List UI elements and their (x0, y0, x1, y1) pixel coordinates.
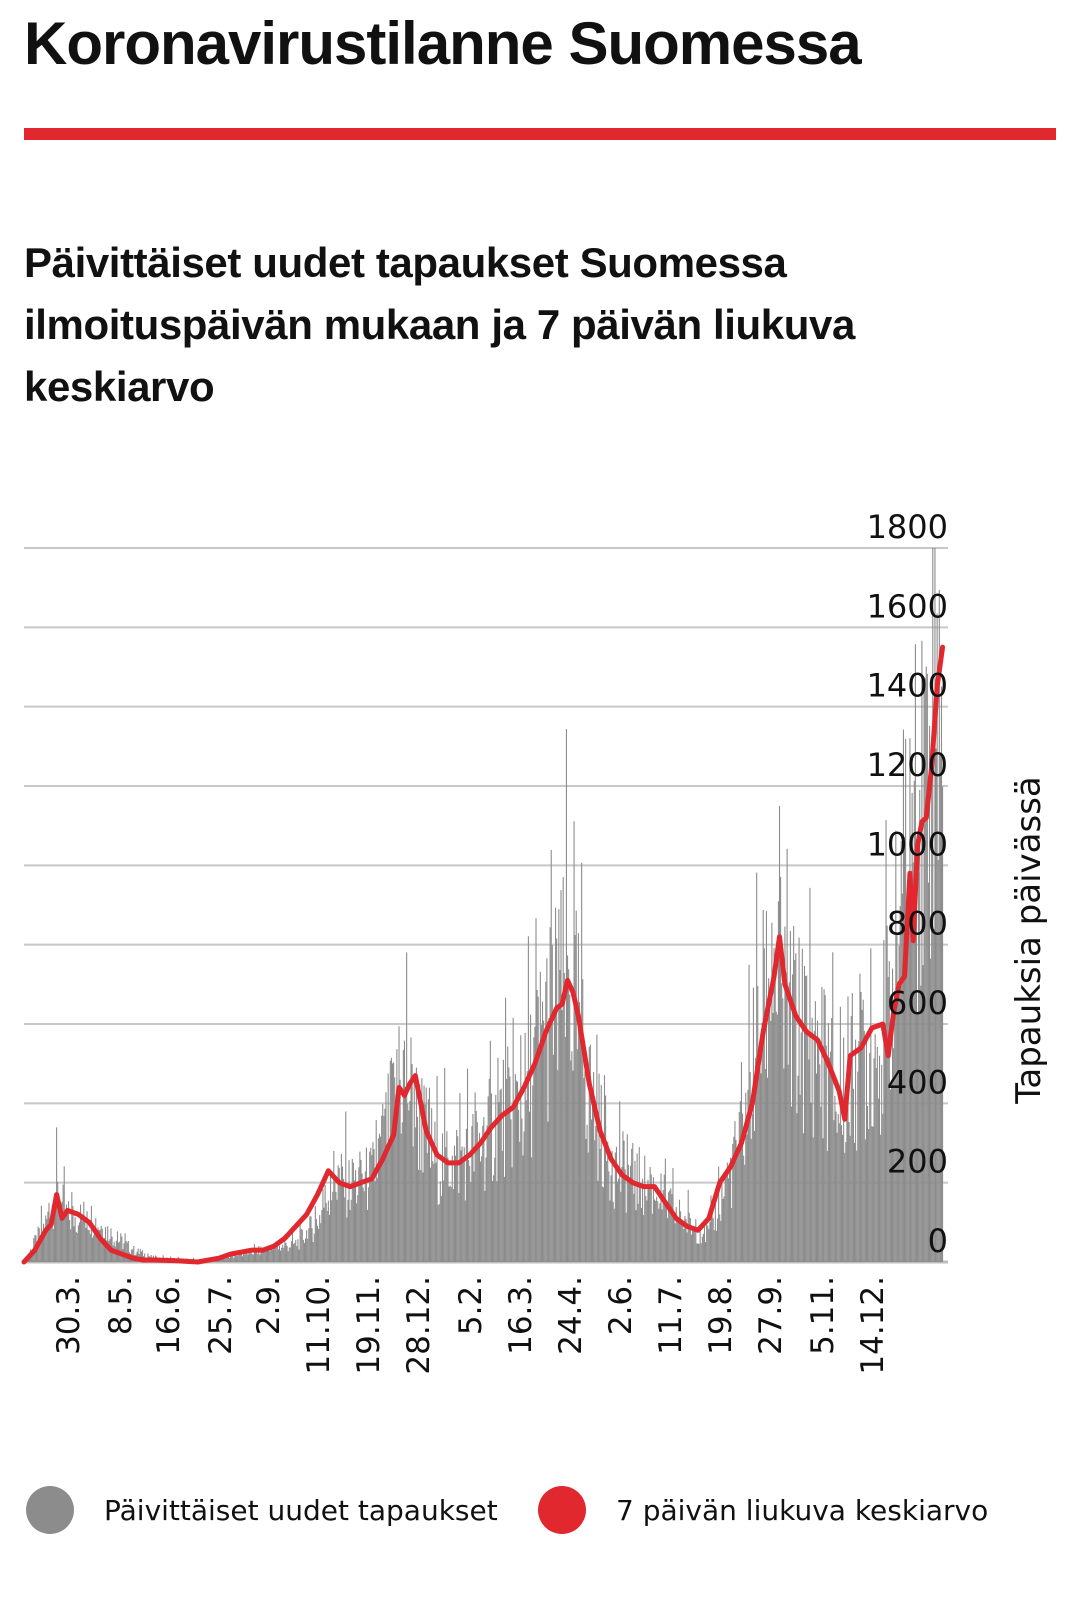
legend-item-bars: Päivittäiset uudet tapaukset (26, 1480, 498, 1540)
page-title: Koronavirustilanne Suomessa (24, 10, 862, 77)
y-tick-label: 200 (887, 1143, 948, 1181)
y-tick-labels: 0 200 400 600 800 1000 1200 1400 1600 1800 (867, 508, 948, 1260)
grid-lines (24, 547, 948, 1264)
x-tick-labels: 30.3. 8.5. 16.6. 25.7. 2.9. 11.10. 19.11. 28.12… (51, 1276, 891, 1375)
x-tick-label: 2.6. (603, 1276, 639, 1335)
legend-swatch-red-dot-icon (538, 1486, 586, 1534)
x-tick-label: 5.2. (453, 1276, 489, 1335)
legend-label-line: 7 päivän liukuva keskiarvo (616, 1493, 989, 1527)
series-line (21, 644, 946, 1265)
y-tick-label: 1600 (867, 587, 948, 625)
x-tick-label: 27.9. (753, 1276, 789, 1355)
title-divider (24, 128, 1056, 140)
moving-average-line (21, 644, 946, 1265)
y-axis-label: Tapauksia päivässä (1009, 776, 1049, 1105)
y-tick-label: 800 (887, 905, 948, 943)
x-tick-label: 19.11. (351, 1276, 387, 1375)
x-tick-label: 24.4. (553, 1276, 589, 1355)
x-tick-label: 11.10. (301, 1276, 337, 1375)
x-tick-label: 2.9. (251, 1276, 287, 1335)
y-tick-label: 1000 (867, 825, 948, 863)
y-tick-label: 600 (887, 984, 948, 1022)
legend: Päivittäiset uudet tapaukset 7 päivän li… (26, 1480, 1066, 1540)
x-tick-label: 16.6. (151, 1276, 187, 1355)
x-tick-label: 14.12. (855, 1276, 891, 1375)
x-tick-label: 25.7. (203, 1276, 239, 1355)
legend-label-bars: Päivittäiset uudet tapaukset (104, 1493, 498, 1527)
x-tick-label: 5.11. (805, 1276, 841, 1355)
y-tick-label: 1400 (867, 667, 948, 705)
x-tick-label: 19.8. (703, 1276, 739, 1355)
x-tick-label: 8.5. (103, 1276, 139, 1335)
legend-item-line: 7 päivän liukuva keskiarvo (538, 1480, 988, 1540)
x-tick-label: 11.7. (653, 1276, 689, 1355)
x-tick-label: 16.3. (503, 1276, 539, 1355)
y-tick-label: 400 (887, 1063, 948, 1101)
chart-title: Päivittäiset uudet tapaukset Suomessa il… (24, 239, 855, 410)
y-tick-label: 1800 (867, 508, 948, 546)
legend-swatch-gray-dot-icon (26, 1486, 74, 1534)
x-tick-label: 30.3. (51, 1276, 87, 1355)
y-tick-label: 0 (928, 1222, 948, 1260)
y-tick-label: 1200 (867, 746, 948, 784)
bars (24, 548, 944, 1262)
chart: 0 200 400 600 800 1000 1200 1400 1600 1800 30.3. 8… (21, 508, 1049, 1375)
x-tick-label: 28.12. (401, 1276, 437, 1375)
